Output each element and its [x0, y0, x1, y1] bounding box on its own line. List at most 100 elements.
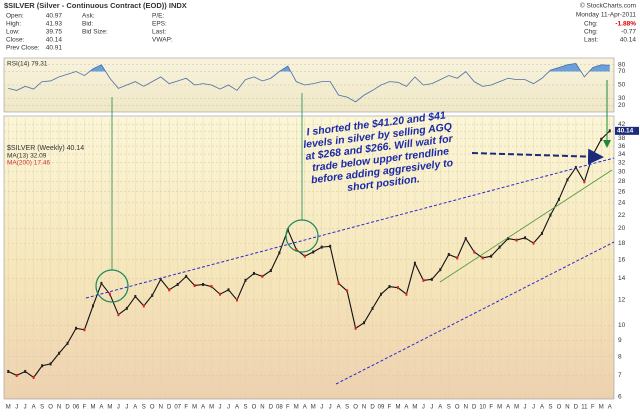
y-tick-label: 7	[618, 372, 622, 379]
x-tick-label: M	[514, 405, 519, 411]
x-tick-label: O	[150, 405, 155, 411]
y-tick-label: 24	[618, 200, 626, 207]
source: © StockCharts.com	[580, 2, 636, 10]
price-panel	[3, 115, 615, 400]
y-tick-label: 20	[618, 225, 626, 232]
y-tick-label: 10	[618, 322, 626, 329]
x-tick-label: A	[404, 405, 408, 411]
price-bar	[185, 274, 188, 278]
y-tick-label: 80	[618, 61, 626, 68]
x-tick-label: 07	[174, 405, 181, 411]
x-tick-label: 10	[479, 405, 486, 411]
x-tick-label: M	[599, 405, 604, 411]
price-bar	[600, 137, 603, 141]
quote-label: P/E:	[152, 13, 164, 20]
price-bar	[193, 284, 196, 288]
price-bar	[159, 277, 162, 281]
price-bar	[312, 250, 315, 254]
price-bar	[269, 269, 272, 273]
price-bar	[227, 288, 230, 292]
x-tick-label: A	[32, 405, 36, 411]
price-bar	[66, 341, 69, 345]
x-tick-label: 06	[73, 405, 80, 411]
upper-trendline	[85, 157, 615, 299]
x-tick-label: 09	[378, 405, 385, 411]
quote-label: Chg:	[584, 29, 598, 36]
y-tick-label: 42	[618, 121, 626, 128]
x-tick-label: M	[6, 405, 11, 411]
quote-label: Prev Close:	[6, 45, 40, 52]
y-tick-label: 12	[618, 297, 626, 304]
price-bar	[83, 328, 86, 332]
quote-label: Open:	[6, 13, 24, 20]
x-tick-label: J	[117, 405, 120, 411]
price-bar	[481, 256, 484, 260]
x-tick-label: A	[540, 405, 544, 411]
price-bar	[380, 292, 383, 296]
date: Monday 11-Apr-2011	[576, 12, 636, 19]
x-tick-label: S	[548, 405, 552, 411]
quote-value: -1.88%	[615, 21, 636, 28]
x-tick-label: S	[40, 405, 44, 411]
price-bar	[405, 292, 408, 296]
x-tick-label: S	[345, 405, 349, 411]
x-tick-label: F	[388, 405, 392, 411]
y-tick-label: 9	[618, 337, 622, 344]
y-tick-label: 70	[618, 68, 626, 75]
price-bar	[278, 251, 281, 255]
quote-label: Last:	[584, 37, 598, 44]
y-tick-label: 36	[618, 143, 626, 150]
x-tick-label: J	[329, 405, 332, 411]
x-tick-label: A	[303, 405, 307, 411]
y-tick-label: 20	[618, 102, 626, 109]
x-tick-label: J	[15, 405, 18, 411]
x-tick-label: J	[227, 405, 230, 411]
price-bar	[15, 373, 18, 377]
x-tick-label: S	[142, 405, 146, 411]
price-bar	[7, 369, 10, 373]
y-tick-label: 30	[618, 168, 626, 175]
x-tick-label: A	[133, 405, 137, 411]
x-tick-label: O	[48, 405, 53, 411]
y-tick-label: 22	[618, 212, 626, 219]
panel-label: $SILVER (Weekly) 40.14	[7, 145, 84, 152]
x-tick-label: S	[243, 405, 247, 411]
price-bar	[75, 326, 78, 330]
y-tick-label: 28	[618, 178, 626, 185]
x-tick-label: M	[294, 405, 299, 411]
x-tick-label: N	[362, 405, 366, 411]
quote-value: 39.75	[46, 29, 63, 36]
price-bar	[176, 282, 179, 286]
price-bar	[363, 321, 366, 325]
quote-value: 40.14	[46, 37, 63, 44]
price-bar	[303, 254, 306, 258]
quote-label: Low:	[6, 29, 20, 36]
price-bar	[464, 237, 467, 241]
x-tick-label: M	[395, 405, 400, 411]
x-tick-label: 11	[581, 405, 588, 411]
x-tick-label: F	[83, 405, 87, 411]
x-tick-label: O	[557, 405, 562, 411]
price-bar	[396, 286, 399, 290]
x-tick-label: F	[286, 405, 290, 411]
x-tick-label: J	[524, 405, 527, 411]
price-bar	[108, 292, 111, 296]
price-bar	[515, 238, 518, 242]
x-tick-label: D	[472, 405, 477, 411]
price-bar	[219, 292, 222, 296]
x-tick-label: A	[506, 405, 510, 411]
price-bar	[566, 178, 569, 182]
x-tick-label: M	[90, 405, 95, 411]
price-bar	[151, 293, 154, 297]
x-tick-label: N	[260, 405, 264, 411]
x-tick-label: M	[107, 405, 112, 411]
price-bar	[41, 364, 44, 368]
x-tick-label: N	[565, 405, 569, 411]
last-label: 40.14	[617, 128, 634, 135]
price-bar	[447, 252, 450, 256]
x-tick-label: M	[209, 405, 214, 411]
price-bar	[507, 237, 510, 241]
chart-title: $SILVER (Silver - Continuous Contract (E…	[4, 1, 187, 10]
price-bar	[388, 285, 391, 289]
